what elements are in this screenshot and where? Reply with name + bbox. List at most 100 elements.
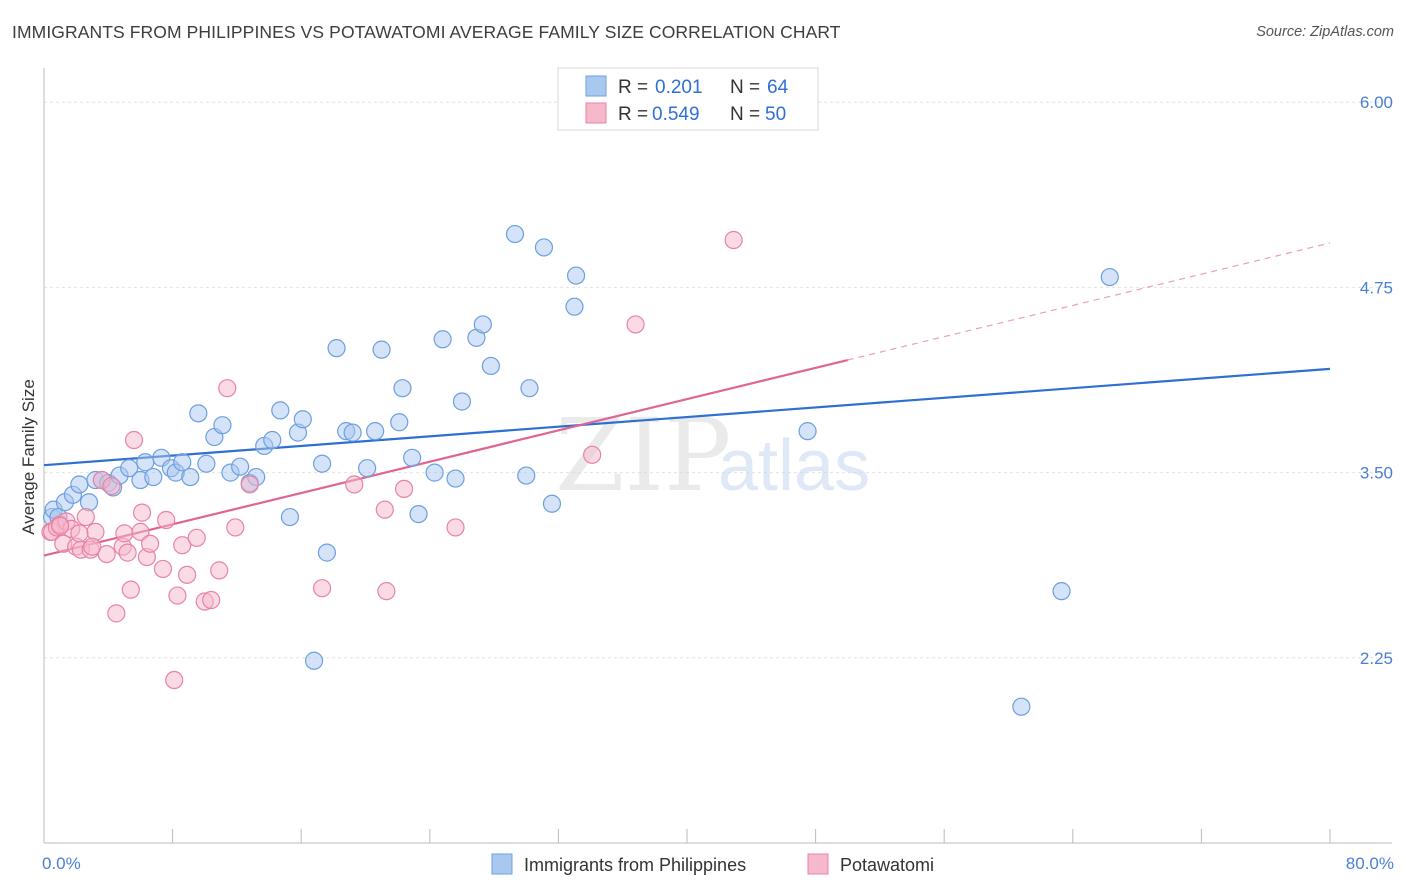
bottom-legend: Immigrants from Philippines Potawatomi xyxy=(491,853,934,875)
point-philippines xyxy=(358,459,377,478)
legend-n-value-2: 50 xyxy=(765,104,786,125)
point-potawatomi xyxy=(312,579,332,598)
point-potawatomi xyxy=(118,543,137,562)
y-tick-labels: 2.25 3.50 4.75 6.00 xyxy=(1360,93,1393,668)
point-potawatomi xyxy=(83,537,102,556)
legend-box: R = 0.201 N = 64 R = 0.549 N = 50 xyxy=(557,67,819,131)
point-potawatomi xyxy=(240,475,259,494)
point-philippines xyxy=(317,543,337,562)
point-potawatomi xyxy=(202,590,221,610)
point-philippines xyxy=(120,459,139,478)
point-potawatomi xyxy=(124,430,144,450)
point-potawatomi xyxy=(173,536,192,555)
point-philippines xyxy=(520,379,539,398)
watermark: ZIP atlas xyxy=(555,397,870,514)
legend-r-label-1: R = xyxy=(618,77,648,98)
x-tick-label-min: 0.0% xyxy=(42,854,81,873)
point-philippines xyxy=(136,453,155,472)
y-axis-label: Average Family Size xyxy=(19,379,38,535)
point-philippines xyxy=(517,466,536,485)
point-philippines xyxy=(542,494,562,513)
point-potawatomi xyxy=(177,565,197,584)
point-philippines xyxy=(173,453,192,472)
y-tick-label: 4.75 xyxy=(1360,278,1393,297)
point-potawatomi xyxy=(76,507,95,527)
point-potawatomi xyxy=(70,524,89,543)
y-tick-label: 2.25 xyxy=(1360,649,1393,668)
point-potawatomi xyxy=(210,561,229,580)
point-potawatomi xyxy=(102,476,121,496)
point-potawatomi xyxy=(121,580,140,599)
point-philippines xyxy=(446,469,465,488)
trend-line-potawatomi xyxy=(43,358,849,557)
point-philippines xyxy=(1052,582,1071,601)
point-philippines xyxy=(213,416,232,435)
point-philippines xyxy=(366,422,385,441)
point-philippines xyxy=(263,430,282,450)
point-philippines xyxy=(798,422,817,441)
legend-swatch-philippines xyxy=(585,75,607,97)
point-potawatomi xyxy=(724,230,743,250)
point-philippines xyxy=(271,401,290,420)
y-tick-label: 6.00 xyxy=(1360,93,1393,112)
chart-title: IMMIGRANTS FROM PHILIPPINES VS POTAWATOM… xyxy=(12,22,841,42)
bottom-legend-label-potawatomi: Potawatomi xyxy=(840,855,934,875)
point-philippines xyxy=(181,467,200,487)
point-philippines xyxy=(409,504,428,524)
data-points xyxy=(41,224,1119,716)
point-philippines xyxy=(197,454,216,473)
point-potawatomi xyxy=(165,670,184,690)
point-philippines xyxy=(481,356,500,376)
x-tick-labels: 0.0% 80.0% xyxy=(42,854,1394,873)
point-potawatomi xyxy=(377,582,396,601)
point-potawatomi xyxy=(115,524,134,543)
point-potawatomi xyxy=(394,479,414,499)
watermark-zip: ZIP xyxy=(555,397,731,514)
y-tick-label: 3.50 xyxy=(1360,464,1393,483)
point-philippines xyxy=(304,651,324,670)
point-philippines xyxy=(565,297,584,316)
point-potawatomi xyxy=(131,522,150,541)
point-philippines xyxy=(425,463,444,482)
point-potawatomi xyxy=(97,544,116,564)
point-philippines xyxy=(312,454,332,473)
legend-r-value-1: 0.201 xyxy=(655,77,703,98)
point-potawatomi xyxy=(446,518,465,537)
point-philippines xyxy=(372,340,391,359)
legend-r-value-2: 0.549 xyxy=(652,104,700,125)
x-tick-label-max: 80.0% xyxy=(1346,854,1394,873)
point-potawatomi xyxy=(50,516,70,536)
point-potawatomi xyxy=(187,528,206,547)
legend-n-value-1: 64 xyxy=(767,77,789,98)
legend-n-label-2: N = xyxy=(730,104,760,125)
bottom-legend-swatch-potawatomi xyxy=(807,853,829,875)
point-philippines xyxy=(403,448,422,467)
point-philippines xyxy=(280,507,300,527)
point-potawatomi xyxy=(345,475,364,494)
point-philippines xyxy=(293,410,312,429)
point-philippines xyxy=(393,379,412,398)
legend-swatch-potawatomi xyxy=(585,102,607,124)
point-potawatomi xyxy=(86,522,105,541)
point-philippines xyxy=(327,339,346,358)
grid-lines xyxy=(44,101,1392,659)
point-potawatomi xyxy=(626,315,645,334)
legend-r-label-2: R = xyxy=(618,104,648,125)
point-philippines xyxy=(70,475,89,494)
point-philippines xyxy=(231,457,250,476)
point-philippines xyxy=(343,423,362,442)
watermark-atlas: atlas xyxy=(718,426,870,506)
bottom-legend-label-philippines: Immigrants from Philippines xyxy=(524,855,746,875)
point-philippines xyxy=(390,413,409,432)
point-potawatomi xyxy=(132,503,152,522)
point-philippines xyxy=(534,238,554,257)
point-potawatomi xyxy=(157,510,176,530)
legend-n-label-1: N = xyxy=(730,77,760,98)
point-potawatomi xyxy=(375,500,394,519)
point-philippines xyxy=(1100,267,1119,287)
point-philippines xyxy=(79,493,99,512)
point-philippines xyxy=(189,404,208,423)
point-potawatomi xyxy=(140,534,160,553)
point-potawatomi xyxy=(226,518,245,537)
